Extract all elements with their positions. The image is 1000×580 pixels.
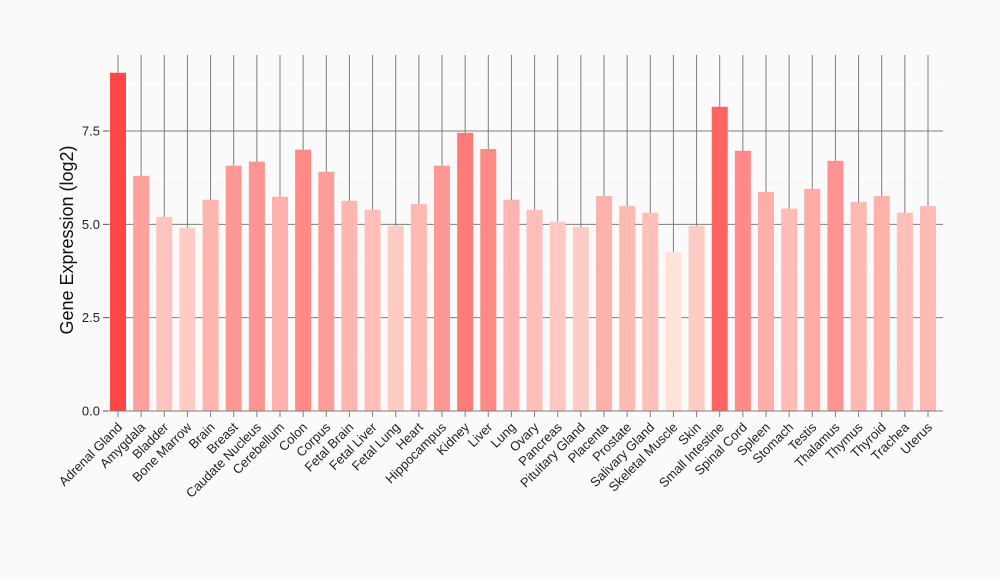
bar-amygdala (133, 175, 150, 411)
bar-spinal-cord (734, 150, 751, 411)
y-axis-label: Gene Expression (log2) (57, 145, 77, 334)
bar-thalamus (827, 160, 844, 411)
bar-fetal-liver (364, 209, 381, 411)
bar-small-intestine (711, 106, 728, 411)
bar-kidney (457, 132, 474, 412)
bar-cerebellum (272, 196, 288, 411)
bar-uterus (920, 206, 936, 411)
bar-skin (688, 225, 705, 411)
y-tick-label: 5.0 (82, 217, 100, 232)
y-tick-label: 0.0 (82, 404, 100, 419)
bar-colon (295, 149, 312, 411)
bar-brain (202, 199, 219, 411)
x-tick-label: Liver (465, 419, 496, 450)
bar-spleen (758, 191, 774, 411)
bar-ovary (526, 209, 543, 411)
bar-breast (225, 165, 242, 411)
bars (110, 72, 936, 412)
bar-pancreas (549, 221, 566, 411)
bar-testis (804, 188, 821, 411)
y-tick-label: 7.5 (82, 124, 100, 139)
bar-trachea (896, 212, 913, 411)
bar-bone-marrow (179, 227, 196, 411)
bar-thymus (850, 201, 867, 411)
bar-thyroid (873, 195, 890, 411)
bar-bladder (156, 216, 173, 411)
bar-lung (503, 199, 520, 411)
bar-corpus (318, 171, 335, 411)
bar-prostate (619, 206, 636, 411)
bar-hippocampus (434, 165, 450, 411)
bar-fetal-brain (341, 200, 358, 411)
bar-salivary-gland (642, 212, 659, 411)
y-tick-label: 2.5 (82, 310, 100, 325)
bar-skeletal-muscle (665, 251, 682, 411)
bar-adrenal-gland (110, 72, 126, 412)
bar-heart (410, 203, 427, 411)
bar-fetal-lung (387, 225, 404, 411)
bar-stomach (781, 208, 798, 411)
bar-pituitary-gland (572, 226, 589, 411)
bar-liver (480, 148, 497, 411)
bar-caudate-nucleus (248, 161, 265, 411)
bar-placenta (596, 195, 612, 411)
